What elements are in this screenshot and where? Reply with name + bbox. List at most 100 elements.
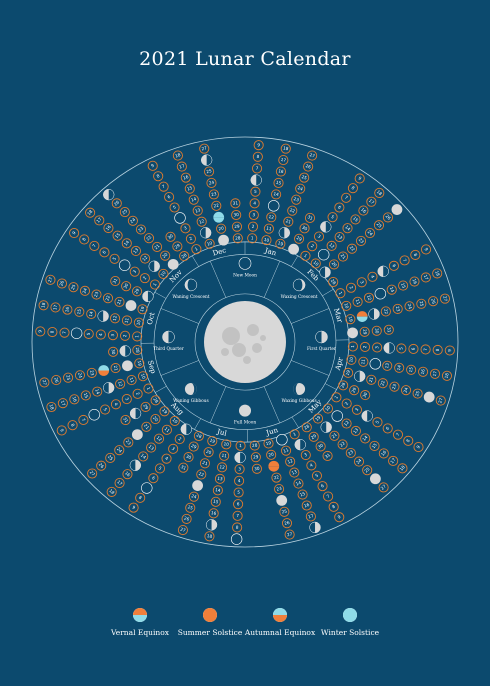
month-label-dec: Dec xyxy=(212,246,227,257)
day-93: 3 xyxy=(372,342,383,353)
svg-text:6: 6 xyxy=(411,347,416,350)
svg-text:2: 2 xyxy=(135,391,141,396)
svg-text:15: 15 xyxy=(408,366,414,372)
svg-text:19: 19 xyxy=(277,240,284,247)
day-330: 26 xyxy=(111,198,122,209)
day-200: 19 xyxy=(207,436,218,447)
svg-text:20: 20 xyxy=(205,449,212,455)
svg-text:16: 16 xyxy=(124,470,132,477)
day-237: 25 xyxy=(105,452,116,463)
svg-text:15: 15 xyxy=(83,392,90,399)
day-147: 27 xyxy=(378,482,389,493)
day-79 xyxy=(356,311,368,322)
day-358: 24 xyxy=(206,177,217,188)
day-107: 17 xyxy=(429,368,441,379)
day-327: 23 xyxy=(135,224,147,235)
day-235: 23 xyxy=(123,437,134,448)
svg-text:12: 12 xyxy=(366,294,373,301)
svg-text:29: 29 xyxy=(362,329,367,335)
svg-text:10: 10 xyxy=(223,441,229,447)
day-240: 28 xyxy=(150,395,161,406)
tq-moon-icon xyxy=(180,423,192,435)
day-63: 4 xyxy=(367,271,378,282)
svg-text:17: 17 xyxy=(60,400,67,407)
day-280: 7 xyxy=(59,327,70,338)
day-71: 12 xyxy=(363,292,375,303)
month-spoke xyxy=(291,255,299,267)
fq-moon-icon xyxy=(319,266,331,278)
day-209: 28 xyxy=(193,430,204,442)
day-62: 3 xyxy=(356,277,367,288)
svg-text:6: 6 xyxy=(151,475,156,481)
fq-moon-icon xyxy=(103,382,115,394)
day-101: 11 xyxy=(358,356,369,367)
day-252: 9 xyxy=(56,425,67,436)
day-198 xyxy=(205,519,218,531)
moon-crater xyxy=(232,343,246,357)
day-1: 1 xyxy=(247,233,258,244)
month-spoke xyxy=(154,291,167,299)
svg-text:5: 5 xyxy=(330,214,335,220)
day-218: 6 xyxy=(148,473,159,484)
svg-text:24: 24 xyxy=(81,287,88,294)
day-96: 6 xyxy=(408,343,419,355)
day-61: 2 xyxy=(346,282,357,293)
day-246: 3 xyxy=(121,394,132,405)
day-9: 9 xyxy=(253,140,264,151)
day-197: 16 xyxy=(208,508,219,519)
svg-text:22: 22 xyxy=(379,380,385,387)
new-moon-icon xyxy=(70,327,83,339)
svg-text:3: 3 xyxy=(317,233,322,239)
tq-moon-icon xyxy=(320,221,332,233)
svg-text:18: 18 xyxy=(434,270,441,277)
svg-text:13: 13 xyxy=(132,247,139,255)
day-34: 3 xyxy=(313,231,325,242)
svg-text:21: 21 xyxy=(340,253,348,261)
new-moon-icon xyxy=(369,358,381,370)
day-279 xyxy=(70,327,83,339)
svg-text:12: 12 xyxy=(268,214,275,220)
month-spoke xyxy=(191,255,199,267)
special-day-icon xyxy=(213,211,225,223)
svg-text:12: 12 xyxy=(112,315,118,321)
day-150: 30 xyxy=(315,441,326,452)
svg-text:23: 23 xyxy=(125,439,133,447)
day-305: 1 xyxy=(149,279,161,290)
day-355 xyxy=(213,211,225,223)
day-153 xyxy=(294,439,306,451)
phase-ring: New Moon Waxing Crescent First Quarter Waxi… xyxy=(153,257,337,426)
day-262: 19 xyxy=(134,358,145,369)
phase-label: Waning Crescent xyxy=(172,295,209,300)
svg-text:27: 27 xyxy=(442,295,448,302)
day-207: 26 xyxy=(181,513,192,524)
svg-text:29: 29 xyxy=(296,235,303,242)
day-319: 15 xyxy=(112,230,123,241)
svg-text:26: 26 xyxy=(284,520,291,526)
day-257: 14 xyxy=(92,386,103,397)
phase-spoke xyxy=(291,360,330,376)
svg-text:31: 31 xyxy=(324,452,332,459)
day-171: 20 xyxy=(266,449,277,460)
day-232: 20 xyxy=(150,414,161,425)
day-357: 23 xyxy=(208,189,219,200)
day-110 xyxy=(354,370,366,382)
svg-text:4: 4 xyxy=(98,333,103,336)
moon-crater xyxy=(252,343,262,353)
day-144: 24 xyxy=(353,456,365,467)
svg-text:13: 13 xyxy=(384,362,390,368)
phase-first-quarter: First Quarter xyxy=(307,330,337,352)
svg-text:9: 9 xyxy=(131,505,136,511)
day-130: 10 xyxy=(322,403,333,414)
day-121: 1 xyxy=(331,392,342,403)
day-316: 12 xyxy=(140,253,151,264)
day-224: 12 xyxy=(153,433,165,444)
day-248: 5 xyxy=(100,404,111,415)
month-label-apr: Apr xyxy=(334,356,345,372)
svg-text:29: 29 xyxy=(253,454,259,459)
day-359: 25 xyxy=(204,166,215,177)
day-347: 13 xyxy=(192,205,203,216)
svg-text:10: 10 xyxy=(312,260,320,267)
legend-item-winter-solstice: Winter Solstice xyxy=(295,608,405,637)
day-189: 8 xyxy=(232,522,243,533)
day-122: 2 xyxy=(341,398,352,409)
